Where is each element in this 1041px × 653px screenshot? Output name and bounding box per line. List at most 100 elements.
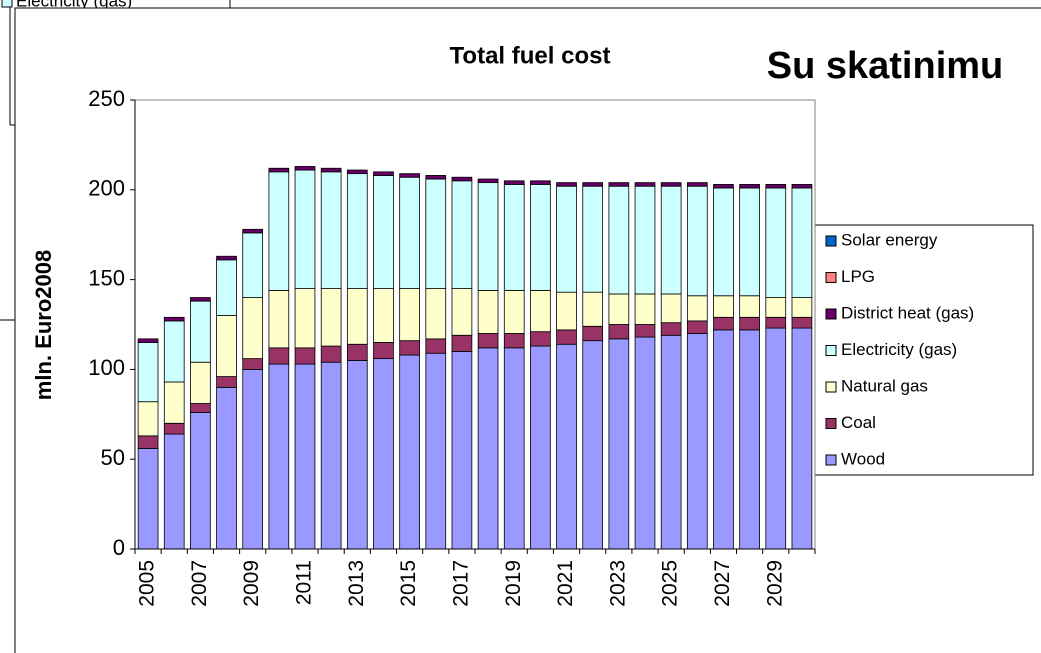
y-axis-label: mln. Euro2008	[31, 250, 56, 400]
bar-segment	[765, 187, 787, 298]
bar-segment	[320, 361, 342, 550]
x-tick-label: 2021	[554, 560, 577, 607]
bar-segment	[608, 293, 630, 325]
bar-segment	[294, 347, 316, 365]
bar-segment	[660, 322, 682, 336]
bar-segment	[346, 343, 368, 361]
bar-segment	[320, 167, 342, 173]
y-tick-label: 250	[88, 86, 125, 111]
bar-segment	[530, 331, 551, 347]
bar-segment	[425, 178, 447, 289]
bar-segment	[190, 297, 211, 302]
bar-segment	[608, 324, 630, 340]
bar-segment	[373, 288, 394, 343]
legend-swatch	[825, 235, 837, 247]
x-tick-label: 2027	[711, 560, 734, 607]
bar-segment	[268, 289, 290, 349]
bar-segment	[660, 185, 682, 295]
bar-segment	[686, 333, 708, 550]
bar-segment	[660, 182, 682, 187]
bar-segment	[634, 336, 656, 550]
bar-segment	[608, 338, 630, 550]
x-tick-label: 2023	[606, 560, 629, 607]
x-tick-label: 2013	[345, 560, 368, 607]
x-tick-label: 2009	[240, 560, 263, 607]
bar-segment	[320, 345, 342, 363]
x-tick-label: 2019	[502, 560, 525, 607]
bar-segment	[163, 422, 185, 435]
chart-title: Total fuel cost	[450, 42, 611, 69]
bar-segment	[634, 324, 656, 338]
bar-segment	[556, 329, 577, 345]
bar-segment	[216, 315, 237, 377]
bar-segment	[163, 433, 185, 550]
bar-segment	[660, 293, 682, 324]
bar-segment	[137, 342, 159, 403]
bar-segment	[634, 182, 656, 187]
bar-segment	[268, 167, 290, 173]
bar-segment	[713, 187, 734, 297]
bar-segment	[451, 288, 473, 336]
bar-segment	[425, 175, 447, 180]
bar-segment	[190, 403, 211, 413]
bar-segment	[216, 255, 237, 261]
bar-segment	[373, 171, 394, 176]
bar-segment	[163, 316, 185, 322]
legend-swatch	[1, 0, 13, 8]
x-tick-label: 2025	[659, 560, 682, 607]
bar-segment	[739, 316, 760, 331]
bar-segment	[713, 295, 734, 318]
bar-segment	[477, 182, 499, 291]
bar-segment	[477, 289, 499, 334]
bar-segment	[190, 361, 211, 404]
bar-segment	[791, 327, 813, 550]
bar-segment	[346, 288, 368, 345]
bar-segment	[503, 347, 525, 550]
bar-segment	[425, 338, 447, 354]
bar-segment	[373, 342, 394, 360]
bar-segment	[686, 295, 708, 322]
x-tick-label: 2005	[136, 560, 159, 607]
bar-segment	[399, 340, 420, 356]
bar-segment	[634, 185, 656, 295]
bar-segment	[739, 187, 760, 297]
bar-segment	[190, 300, 211, 363]
bar-segment	[477, 333, 499, 349]
bar-segment	[373, 358, 394, 550]
bar-segment	[294, 363, 316, 550]
bar-segment	[608, 185, 630, 295]
bar-segment	[765, 316, 787, 329]
bar-segment	[582, 185, 604, 293]
bar-segment	[556, 182, 577, 187]
bar-segment	[190, 412, 211, 550]
bar-segment	[713, 316, 734, 331]
annotation: Su skatinimu	[767, 45, 1004, 87]
bar-segment	[137, 435, 159, 449]
bar-segment	[791, 316, 813, 329]
bar-segment	[399, 176, 420, 289]
x-tick-label: 2017	[449, 560, 472, 607]
bar-segment	[399, 354, 420, 550]
bar-segment	[163, 320, 185, 383]
legend-swatch	[825, 345, 837, 356]
y-tick-label: 50	[101, 445, 125, 470]
bar-segment	[686, 185, 708, 297]
legend-label: Coal	[841, 413, 876, 432]
x-tick-label: 2007	[188, 560, 211, 607]
bar-segment	[582, 340, 604, 550]
bar-segment	[477, 347, 499, 550]
bar-segment	[346, 169, 368, 175]
bar-segment	[346, 360, 368, 550]
bar-segment	[451, 334, 473, 352]
bar-segment	[713, 184, 734, 189]
bar-segment	[765, 327, 787, 550]
bar-segment	[634, 293, 656, 325]
bar-segment	[294, 169, 316, 289]
bar-segment	[294, 288, 316, 349]
bar-segment	[137, 338, 159, 343]
bar-segment	[503, 184, 525, 291]
bar-segment	[268, 347, 290, 365]
bar-segment	[686, 320, 708, 334]
bar-segment	[320, 288, 342, 347]
bar-segment	[451, 176, 473, 182]
